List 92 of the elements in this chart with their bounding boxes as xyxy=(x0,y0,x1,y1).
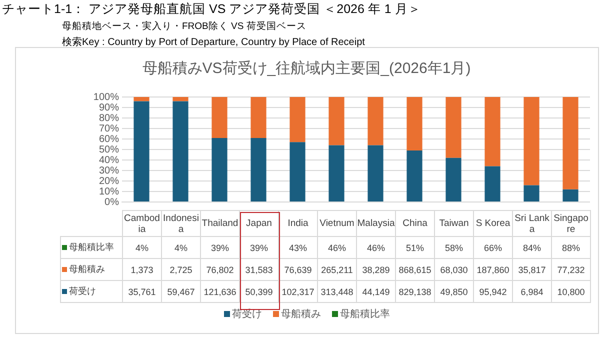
x-tick-label: Sri Lanka xyxy=(512,210,552,236)
text: 49,850 xyxy=(434,280,474,302)
legend-label: 母船積比率 xyxy=(60,236,122,258)
data-label: 46% xyxy=(318,236,356,258)
x-tick-label: S Korea xyxy=(474,210,512,236)
bar xyxy=(290,97,306,142)
bar xyxy=(406,97,422,151)
y-tick-label: 40% xyxy=(98,154,120,166)
text: 35,817 xyxy=(512,258,552,280)
x-tick-label: Taiwan xyxy=(434,210,474,236)
bar xyxy=(562,97,578,190)
data-label: 46% xyxy=(356,236,396,258)
legend-label: 荷受け xyxy=(60,280,122,302)
bar xyxy=(250,138,266,202)
legend-label: 母船積み xyxy=(60,258,122,280)
y-tick-label: 60% xyxy=(98,134,120,145)
data-label: 43% xyxy=(278,236,318,258)
text: 187,860 xyxy=(474,258,512,280)
bar xyxy=(484,166,500,202)
y-tick-label: 80% xyxy=(98,112,120,124)
y-tick-label: 30% xyxy=(98,165,120,176)
text: 76,639 xyxy=(278,258,318,280)
y-tick-label: 90% xyxy=(98,102,120,114)
x-tick-label: Japan xyxy=(240,210,278,236)
text: 102,317 xyxy=(278,280,318,302)
text: 68,030 xyxy=(434,258,474,280)
y-tick-label: 0% xyxy=(104,196,120,208)
x-tick-label: Singapore xyxy=(552,210,590,236)
bar xyxy=(446,158,462,202)
data-label: 88% xyxy=(552,236,590,258)
bar xyxy=(328,145,344,202)
text: 44,149 xyxy=(356,280,396,302)
text: 77,232 xyxy=(552,258,590,280)
bar xyxy=(328,97,344,146)
y-tick-label: 20% xyxy=(98,176,120,187)
data-label: 39% xyxy=(200,236,240,258)
bar xyxy=(212,138,228,202)
text: 2,725 xyxy=(162,258,200,280)
bar xyxy=(562,189,578,202)
bar xyxy=(368,97,384,146)
data-label: 4% xyxy=(162,236,200,258)
text: 829,138 xyxy=(396,280,434,302)
data-label: 51% xyxy=(396,236,434,258)
text: 6,984 xyxy=(512,280,552,302)
y-tick-label: 100% xyxy=(93,92,120,103)
text: 95,942 xyxy=(474,280,512,302)
bar xyxy=(368,145,384,202)
bar xyxy=(524,185,540,202)
text: 31,583 xyxy=(240,258,278,280)
text: 76,802 xyxy=(200,258,240,280)
text: 313,448 xyxy=(318,280,356,302)
bar xyxy=(134,101,150,202)
text: 母船積み xyxy=(281,309,321,320)
text: 121,636 xyxy=(200,280,240,302)
data-label: 4% xyxy=(122,236,162,258)
y-tick-label: 70% xyxy=(98,123,120,134)
chart-subtitle: 母船積地ベース・実入り・FROB除く VS 荷受国ベース xyxy=(62,20,306,33)
bar xyxy=(172,101,188,202)
bar xyxy=(446,97,462,158)
x-tick-label: China xyxy=(396,210,434,236)
x-tick-label: Indonesia xyxy=(162,210,200,236)
text: 35,761 xyxy=(122,280,162,302)
x-tick-label: Thailand xyxy=(200,210,240,236)
text: 868,615 xyxy=(396,258,434,280)
data-label: 39% xyxy=(240,236,278,258)
bar xyxy=(212,97,228,138)
bar xyxy=(250,97,266,138)
bar xyxy=(134,97,150,102)
text: 59,467 xyxy=(162,280,200,302)
text: 265,211 xyxy=(318,258,356,280)
data-label: 84% xyxy=(512,236,552,258)
y-tick-label: 10% xyxy=(98,186,120,198)
text: 母船積比率 xyxy=(340,309,390,320)
text: 38,289 xyxy=(356,258,396,280)
bar xyxy=(406,150,422,202)
data-label: 58% xyxy=(434,236,474,258)
text: 母船積みVS荷受け_往航域内主要国_(2026年1月) xyxy=(141,59,472,78)
x-tick-label: Cambodia xyxy=(122,210,162,236)
x-tick-label: India xyxy=(278,210,318,236)
bar xyxy=(290,142,306,202)
x-tick-label: Vietnum xyxy=(318,210,356,236)
data-label: 66% xyxy=(474,236,512,258)
bar xyxy=(172,97,188,102)
x-tick-label: Malaysia xyxy=(356,210,396,236)
bar xyxy=(524,97,540,186)
bar xyxy=(484,97,500,166)
text: 10,800 xyxy=(552,280,590,302)
chart-title: チャート1-1： アジア発母船直航国 VS アジア発荷受国 ＜2026 年 1 月＞ xyxy=(2,1,421,18)
text: 検索Key : Country by Port of Departure, Country by Place of Receipt xyxy=(62,36,365,49)
text: 1,373 xyxy=(122,258,162,280)
text: 50,399 xyxy=(240,280,278,302)
y-tick-label: 50% xyxy=(98,144,120,156)
